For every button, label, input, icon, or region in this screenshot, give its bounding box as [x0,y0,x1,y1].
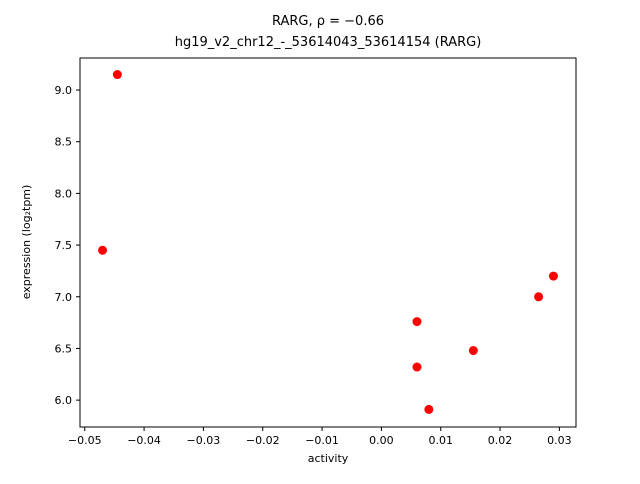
data-point [424,404,434,414]
x-tick-label: −0.02 [246,434,280,447]
y-tick-label: 6.5 [55,342,73,355]
x-tick-label: −0.04 [127,434,161,447]
x-tick-label: −0.03 [187,434,221,447]
data-point [548,271,558,281]
x-tick-label: 0.02 [488,434,513,447]
figure-title: RARG, ρ = −0.66 [272,14,384,29]
x-axis-label: activity [308,452,349,465]
axis-ticks: −0.05 −0.04 −0.03 −0.02 −0.01 0.00 0.01 0.02 0.0… [55,84,572,447]
figure-subtitle: hg19_v2_chr12_-_53614043_53614154 (RARG) [175,35,482,50]
y-tick-label: 7.0 [55,291,73,304]
x-tick-label: 0.03 [547,434,572,447]
data-points [98,70,558,414]
data-point [412,362,422,372]
data-point [468,346,478,356]
data-point [534,292,544,302]
y-tick-label: 9.0 [55,84,73,97]
data-point [112,70,122,80]
y-tick-label: 8.0 [55,187,73,200]
y-tick-label: 7.5 [55,239,73,252]
y-axis-label: expression (log₂tpm) [20,185,33,300]
data-point [412,317,422,327]
x-tick-label: 0.01 [428,434,453,447]
plot-border [79,57,577,428]
y-tick-label: 8.5 [55,136,73,149]
data-point [98,245,108,255]
x-tick-label: −0.01 [305,434,339,447]
x-tick-label: 0.00 [369,434,394,447]
y-tick-label: 6.0 [55,394,73,407]
x-tick-label: −0.05 [68,434,102,447]
